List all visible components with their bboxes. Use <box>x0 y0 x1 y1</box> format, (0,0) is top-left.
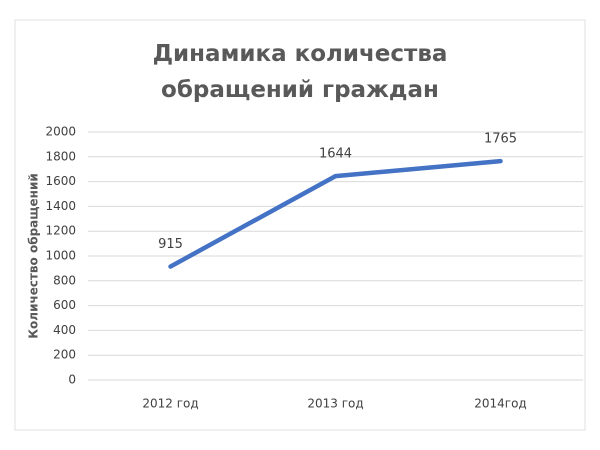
y-axis-label: Количество обращений <box>27 173 41 339</box>
y-tick-label: 1400 <box>45 199 76 213</box>
data-label: 1765 <box>484 132 517 147</box>
y-tick-label: 2000 <box>45 125 76 139</box>
y-tick-label: 600 <box>53 298 76 312</box>
data-line <box>168 158 503 269</box>
data-label: 915 <box>158 237 183 252</box>
y-tick-label: 1200 <box>45 224 76 238</box>
x-tick-label: 2013 год <box>307 397 363 411</box>
y-tick-label: 1000 <box>45 249 76 263</box>
x-tick-label: 2014год <box>474 397 526 411</box>
y-tick-label: 200 <box>53 348 76 362</box>
chart-frame <box>14 19 586 431</box>
x-tick-label: 2012 год <box>142 397 198 411</box>
y-tick-label: 1800 <box>45 149 76 163</box>
y-tick-label: 1600 <box>45 174 76 188</box>
data-label: 1644 <box>319 147 352 162</box>
chart-title: Динамика количества обращений граждан <box>152 41 448 103</box>
y-tick-label: 0 <box>68 373 76 387</box>
y-tick-label: 400 <box>53 323 76 337</box>
y-tick-label: 800 <box>53 273 76 287</box>
